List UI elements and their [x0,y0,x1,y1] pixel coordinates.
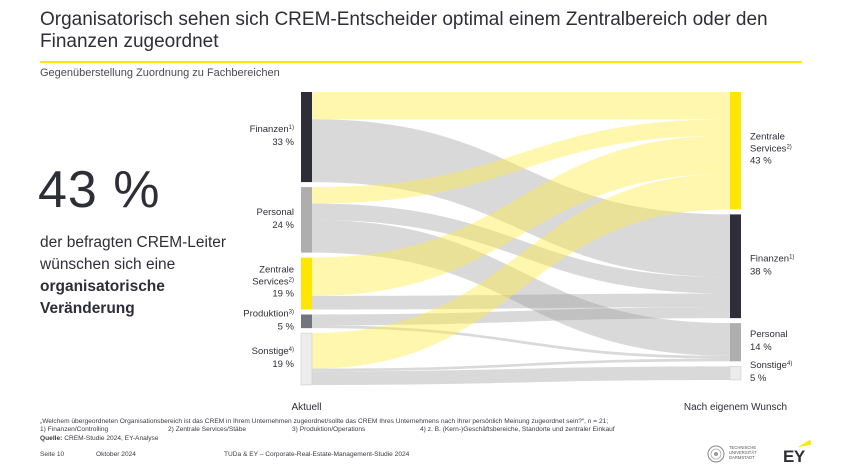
right-value-finanzen: 38 % [750,266,772,277]
right-label-finanzen: Finanzen1) [750,253,794,264]
ey-logo: EY [783,439,813,467]
flow-sonstige-to-sonstige [312,366,730,385]
flow-sonstige-to-personal [312,358,730,372]
left-value-personal: 24 % [272,220,294,231]
footer-date: Oktober 2024 [96,451,136,458]
left-value-zentrale-services: 19 % [272,289,294,300]
left-value-sonstige: 19 % [272,359,294,370]
right-bar-personal [730,323,741,362]
left-bar-personal [301,187,312,253]
right-label-zentrale-services-line2: Services2) [750,144,792,155]
flow-finanzen-to-finanzen [312,119,730,278]
left-bar-produktion [301,314,312,329]
footnote: „Welchem übergeordneten Organisationsber… [40,418,680,443]
left-value-finanzen: 33 % [272,137,294,148]
flow-finanzen-to-zentrale-services [312,92,730,120]
left-label-sonstige: Sonstige4) [252,346,294,357]
flow-produktion-to-personal [312,325,730,359]
source-label: Quelle: [40,434,63,442]
left-label-finanzen: Finanzen1) [250,124,294,135]
kpi-value: 43 % [38,161,161,219]
right-label-zentrale-services-line1: Zentrale [750,132,785,143]
right-bar-zentrale-services [730,92,741,210]
right-value-sonstige: 5 % [750,373,767,384]
footer-page: Seite 10 [40,451,65,458]
flow-personal-to-finanzen [312,203,730,294]
tu-logo-text: TECHNISCHE UNIVERSITÄT DARMSTADT [729,445,757,460]
right-value-zentrale-services: 43 % [750,156,772,167]
right-label-personal: Personal [750,329,788,340]
flow-produktion-to-finanzen [312,307,730,326]
source-text: CREM-Studie 2024, EY-Analyse [64,434,159,442]
flow-personal-to-zentrale-services [312,119,730,204]
left-label-produktion: Produktion3) [243,308,294,319]
footnote-note-3: 3) Produktion/Operations [292,426,366,434]
left-label-zentrale-services-line2: Services2) [252,277,294,288]
footer-study: TUDa & EY – Corporate-Real-Estate-Manage… [224,451,410,458]
footnote-source: Quelle: CREM-Studie 2024, EY-Analyse [40,435,680,443]
ey-logo-text: EY [783,447,805,466]
left-label-personal: Personal [257,207,295,218]
kpi-text-bold: organisatorische Veränderung [40,278,165,317]
footnote-notes: 1) Finanzen/Controlling 2) Zentrale Servi… [40,426,680,434]
footnote-note-2: 2) Zentrale Services/Stäbe [168,426,247,434]
right-bar-finanzen [730,214,741,319]
kpi-description: der befragten CREM-Leiter wünschen sich … [40,232,230,320]
left-label-zentrale-services-line1: Zentrale [259,265,294,276]
page-title: Organisatorisch sehen sich CREM-Entschei… [40,9,768,52]
page-subtitle: Gegenüberstellung Zuordnung zu Fachberei… [40,67,280,79]
right-value-personal: 14 % [750,342,772,353]
kpi-text-plain: der befragten CREM-Leiter wünschen sich … [40,234,227,273]
left-value-produktion: 5 % [278,321,295,332]
page-footer: Seite 10 Oktober 2024 TUDa & EY – Corporat… [40,451,409,458]
axis-right-label: Nach eigenem Wunsch [684,402,787,413]
left-bar-finanzen [301,92,312,183]
flow-sonstige-to-zentrale-services [312,173,730,369]
tu-darmstadt-logo: TECHNISCHE UNIVERSITÄT DARMSTADT [707,443,763,465]
left-bar-sonstige [300,332,313,386]
footnote-note-1: 1) Finanzen/Controlling [40,426,109,434]
footnote-note-4: 4) z. B. (Kern-)Geschäftsbereiche, Stand… [420,426,615,434]
flow-zentrale-services-to-zentrale-services [312,135,730,296]
title-underline [40,61,802,63]
right-label-sonstige: Sonstige4) [750,360,792,371]
tu-seal-icon [707,445,725,463]
axis-left-label: Aktuell [291,402,321,413]
left-bar-zentrale-services [301,257,312,310]
flow-zentrale-services-to-finanzen [312,293,730,310]
right-bar-sonstige [729,366,742,381]
flow-personal-to-personal [312,219,730,356]
footnote-question: „Welchem übergeordneten Organisationsber… [40,418,609,425]
